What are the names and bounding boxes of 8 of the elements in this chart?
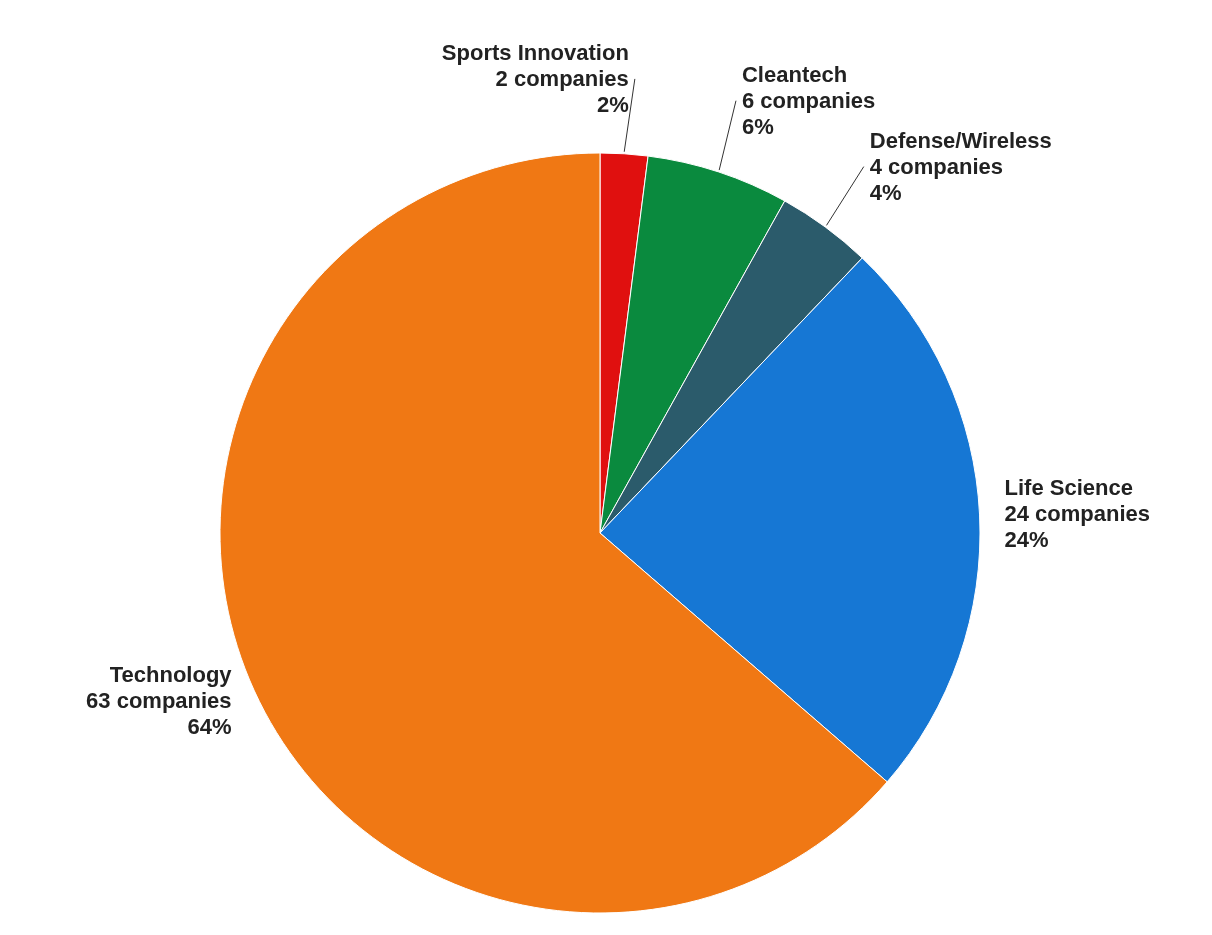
- data-label: 63 companies 64%: [86, 688, 232, 740]
- slice-label: Cleantech: [741, 61, 848, 87]
- slice-label: Sports Innovation: [441, 39, 629, 65]
- slice-label: Technology: [109, 662, 233, 688]
- data-label: 2 companies 2%: [495, 65, 629, 117]
- data-label: 24 companies 24%: [1004, 500, 1151, 552]
- data-label: 4 companies 4%: [869, 153, 1004, 205]
- slice-label: Life Science: [1004, 474, 1133, 500]
